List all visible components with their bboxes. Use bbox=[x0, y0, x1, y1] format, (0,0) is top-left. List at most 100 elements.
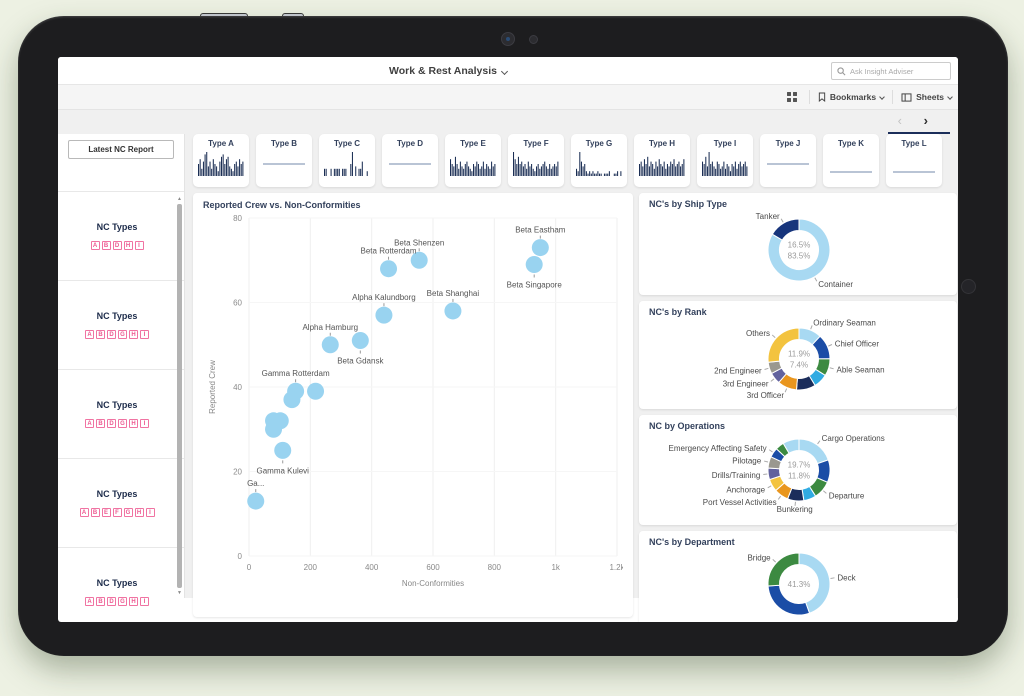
type-card-type-j[interactable]: Type J bbox=[760, 134, 816, 187]
sidebar-scrollbar[interactable]: ▲ ▼ bbox=[176, 196, 183, 596]
horizontal-scrollbar-thumb[interactable] bbox=[888, 132, 950, 134]
type-card-type-h[interactable]: Type H bbox=[634, 134, 690, 187]
main-panel: Type A Type B Type C Type D Type E Type F Type… bbox=[185, 134, 958, 622]
scatter-point bbox=[444, 302, 462, 320]
donut-chart[interactable]: Ordinary Seaman Chief Officer Able Seaman 3… bbox=[649, 317, 949, 403]
donut-segment-label: 3rd Officer bbox=[747, 391, 785, 400]
svg-text:600: 600 bbox=[426, 563, 440, 572]
nc-type-chip[interactable]: H bbox=[129, 330, 138, 339]
toolbar-divider bbox=[808, 90, 810, 104]
nc-types-section: NC Types A B E F G H I bbox=[58, 459, 184, 548]
type-cards-row: Type A Type B Type C Type D Type E Type F Type… bbox=[193, 134, 958, 187]
donut-chart[interactable]: Deck Bridge 41.3% bbox=[649, 547, 949, 621]
next-sheet-chevron-icon[interactable]: › bbox=[923, 113, 928, 128]
donut-card-rank[interactable]: NC's by Rank Ordinary Seaman Chief Officer… bbox=[639, 301, 957, 409]
chevron-down-icon bbox=[879, 94, 885, 100]
svg-text:Gamma Kulevi: Gamma Kulevi bbox=[256, 466, 309, 475]
type-card-type-a[interactable]: Type A bbox=[193, 134, 249, 187]
donut-segment-label: Port Vessel Activities bbox=[703, 498, 777, 507]
nc-type-chip[interactable]: G bbox=[118, 597, 127, 606]
sparkline-chart bbox=[450, 156, 496, 176]
donut-card-department[interactable]: NC's by Department Deck Bridge 41.3% bbox=[639, 531, 957, 622]
donut-segment-label: Others bbox=[746, 329, 770, 338]
nc-type-chip[interactable]: B bbox=[101, 241, 111, 250]
type-card-type-b[interactable]: Type B bbox=[256, 134, 312, 187]
scroll-up-icon[interactable]: ▲ bbox=[177, 196, 182, 202]
nc-type-chip[interactable]: B bbox=[96, 330, 105, 339]
type-card-label: Type E bbox=[460, 139, 486, 148]
donut-center-percentage: 83.5% bbox=[788, 252, 811, 261]
nc-types-label: NC Types bbox=[96, 489, 138, 499]
scatter-chart-card[interactable]: Reported Crew vs. Non-Conformities 0 200 4… bbox=[193, 193, 633, 617]
nc-type-chip[interactable]: B bbox=[90, 508, 100, 517]
donut-card-ship-type[interactable]: NC's by Ship Type Container Tanker 16.5% 83.… bbox=[639, 193, 957, 295]
nc-type-chip[interactable]: E bbox=[101, 508, 111, 517]
charts-row: Reported Crew vs. Non-Conformities 0 200 4… bbox=[193, 193, 958, 622]
nc-type-chip[interactable]: D bbox=[107, 419, 116, 428]
nc-type-chip[interactable]: I bbox=[145, 508, 155, 517]
donut-segment-label: Cargo Operations bbox=[822, 434, 885, 443]
donut-center-percentage: 11.8% bbox=[788, 472, 810, 481]
nc-type-chip[interactable]: G bbox=[123, 508, 133, 517]
insight-advisor-search[interactable] bbox=[831, 62, 951, 80]
nc-type-chip[interactable]: H bbox=[123, 241, 133, 250]
svg-text:20: 20 bbox=[233, 468, 242, 477]
type-card-type-g[interactable]: Type G bbox=[571, 134, 627, 187]
nc-type-chip[interactable]: A bbox=[85, 419, 94, 428]
sheet-title-dropdown[interactable]: Work & Rest Analysis bbox=[58, 57, 898, 85]
nc-type-chip[interactable]: B bbox=[96, 419, 105, 428]
type-card-type-c[interactable]: Type C bbox=[319, 134, 375, 187]
donut-card-operations[interactable]: NC by Operations Cargo Operations Departur… bbox=[639, 415, 957, 525]
type-card-type-f[interactable]: Type F bbox=[508, 134, 564, 187]
scatter-plot[interactable]: 0 200 400 600 800 1k 1.2k 0 20 40 60 80 Non-Conformi… bbox=[203, 210, 626, 606]
nc-type-chip[interactable]: B bbox=[96, 597, 105, 606]
donut-chart[interactable]: Container Tanker 16.5% 83.5% bbox=[649, 209, 949, 289]
donut-segment-label: Emergency Affecting Safety bbox=[669, 444, 767, 453]
nc-type-chip[interactable]: G bbox=[118, 330, 127, 339]
nc-type-chip[interactable]: A bbox=[90, 241, 100, 250]
previous-sheet-chevron-icon[interactable]: ‹ bbox=[897, 113, 902, 128]
type-card-type-i[interactable]: Type I bbox=[697, 134, 753, 187]
type-card-type-l[interactable]: Type L bbox=[886, 134, 942, 187]
nc-type-chip[interactable]: H bbox=[134, 508, 144, 517]
scatter-point bbox=[380, 260, 398, 278]
type-card-label: Type K bbox=[837, 139, 865, 148]
svg-text:0: 0 bbox=[247, 563, 252, 572]
donut-segment-label: Pilotage bbox=[732, 456, 761, 465]
donut-segment-label: Able Seaman bbox=[837, 366, 885, 375]
nc-type-chip[interactable]: I bbox=[140, 330, 149, 339]
type-card-type-e[interactable]: Type E bbox=[445, 134, 501, 187]
donut-chart-title: NC's by Ship Type bbox=[649, 199, 727, 209]
nc-type-chip[interactable]: A bbox=[85, 330, 94, 339]
nc-type-chip[interactable]: D bbox=[112, 241, 122, 250]
nc-type-chip[interactable]: H bbox=[129, 597, 138, 606]
type-card-type-d[interactable]: Type D bbox=[382, 134, 438, 187]
scroll-down-icon[interactable]: ▼ bbox=[177, 590, 182, 596]
nc-type-chip[interactable]: I bbox=[140, 597, 149, 606]
svg-text:200: 200 bbox=[304, 563, 318, 572]
type-card-type-k[interactable]: Type K bbox=[823, 134, 879, 187]
donut-segment-label: Anchorage bbox=[726, 485, 765, 494]
ambient-sensor-icon bbox=[529, 35, 538, 44]
sheets-menu[interactable]: Sheets bbox=[901, 92, 953, 102]
latest-nc-report-button[interactable]: Latest NC Report bbox=[68, 140, 174, 159]
search-input[interactable] bbox=[850, 66, 940, 76]
bookmarks-menu[interactable]: Bookmarks bbox=[818, 92, 885, 102]
svg-text:Beta Rotterdam: Beta Rotterdam bbox=[361, 247, 417, 256]
nc-type-chip[interactable]: A bbox=[79, 508, 89, 517]
nc-type-chip[interactable]: D bbox=[107, 597, 116, 606]
sidebar-scrollbar-thumb[interactable] bbox=[177, 204, 182, 588]
nc-type-chip[interactable]: F bbox=[112, 508, 122, 517]
nc-type-chip[interactable]: G bbox=[118, 419, 127, 428]
sparkline-chart bbox=[576, 152, 622, 176]
app-overview-grid-icon[interactable] bbox=[787, 92, 797, 102]
search-icon bbox=[837, 66, 846, 75]
nc-type-chip[interactable]: A bbox=[85, 597, 94, 606]
nc-type-chip[interactable]: D bbox=[107, 330, 116, 339]
nc-type-chip[interactable]: H bbox=[129, 419, 138, 428]
nc-type-chip[interactable]: I bbox=[140, 419, 149, 428]
nc-type-chip[interactable]: I bbox=[134, 241, 144, 250]
